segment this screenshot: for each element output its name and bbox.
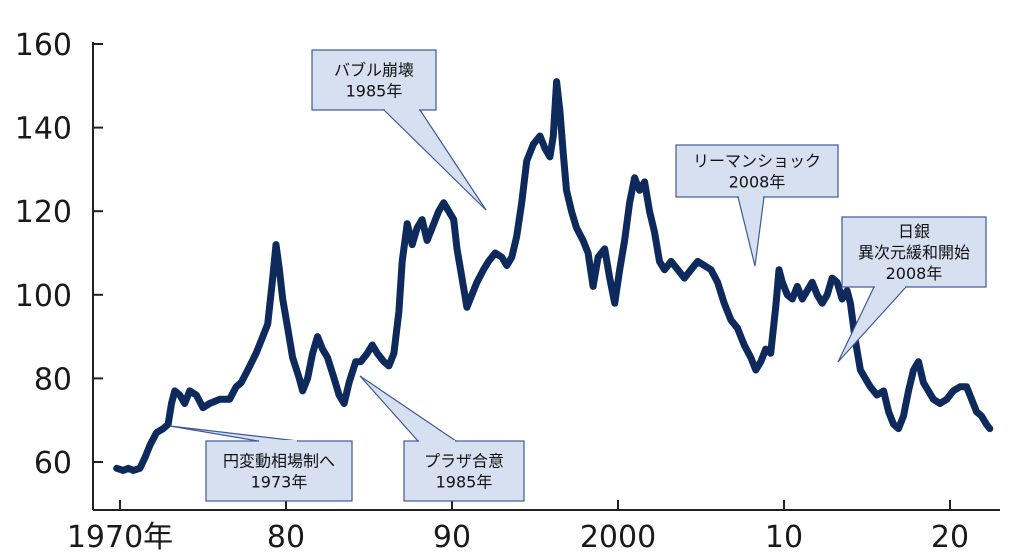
callout-label: 日銀 [898,222,930,241]
callout-pointer [737,196,765,267]
x-tick-label: 80 [267,520,305,555]
annotations: 円変動相場制へ1973年プラザ合意1985年バブル崩壊1985年リーマンショック… [169,49,987,502]
annotation-callout: 円変動相場制へ 1973年 [169,425,353,502]
y-tick-label: 100 [15,279,72,314]
x-tick-label: 90 [433,520,471,555]
x-tick-label: 2000 [580,520,656,555]
callout-label: 2008年 [886,264,943,283]
callout-box [205,440,353,502]
y-tick-label: 80 [34,362,72,397]
x-tick-label: 10 [765,520,803,555]
x-tick-label: 20 [931,520,969,555]
callout-label: 1985年 [436,473,493,492]
annotation-callout: バブル崩壊 1985年 [311,49,487,211]
y-tick-label: 160 [15,28,72,63]
callout-box [311,49,437,111]
callout-box [841,216,987,288]
callout-label: 円変動相場制へ [223,452,335,471]
y-tick-label: 140 [15,112,72,147]
callout-label: バブル崩壊 [334,61,414,80]
callout-label: 1973年 [251,473,308,492]
callout-box [675,144,839,198]
callout-pointer [382,109,487,211]
annotation-callout: リーマンショック 2008年 [675,144,839,267]
annotation-callout: プラザ合意 1985年 [359,375,525,502]
callout-label: プラザ合意 [424,452,504,471]
y-tick-label: 60 [34,446,72,481]
callout-pointer [359,375,458,442]
callout-label: 異次元緩和開始 [858,243,970,262]
callout-pointer [169,425,299,442]
axes: 60 80 100 120 140 160 1970年 80 90 2000 10 20 [15,28,1000,555]
x-tick-label: 1970年 [67,520,173,555]
callout-label: 1985年 [346,82,403,101]
callout-box [403,440,525,502]
callout-label: リーマンショック [693,152,821,171]
y-tick-label: 120 [15,195,72,230]
callout-label: 2008年 [729,173,786,192]
series-line [113,78,994,474]
